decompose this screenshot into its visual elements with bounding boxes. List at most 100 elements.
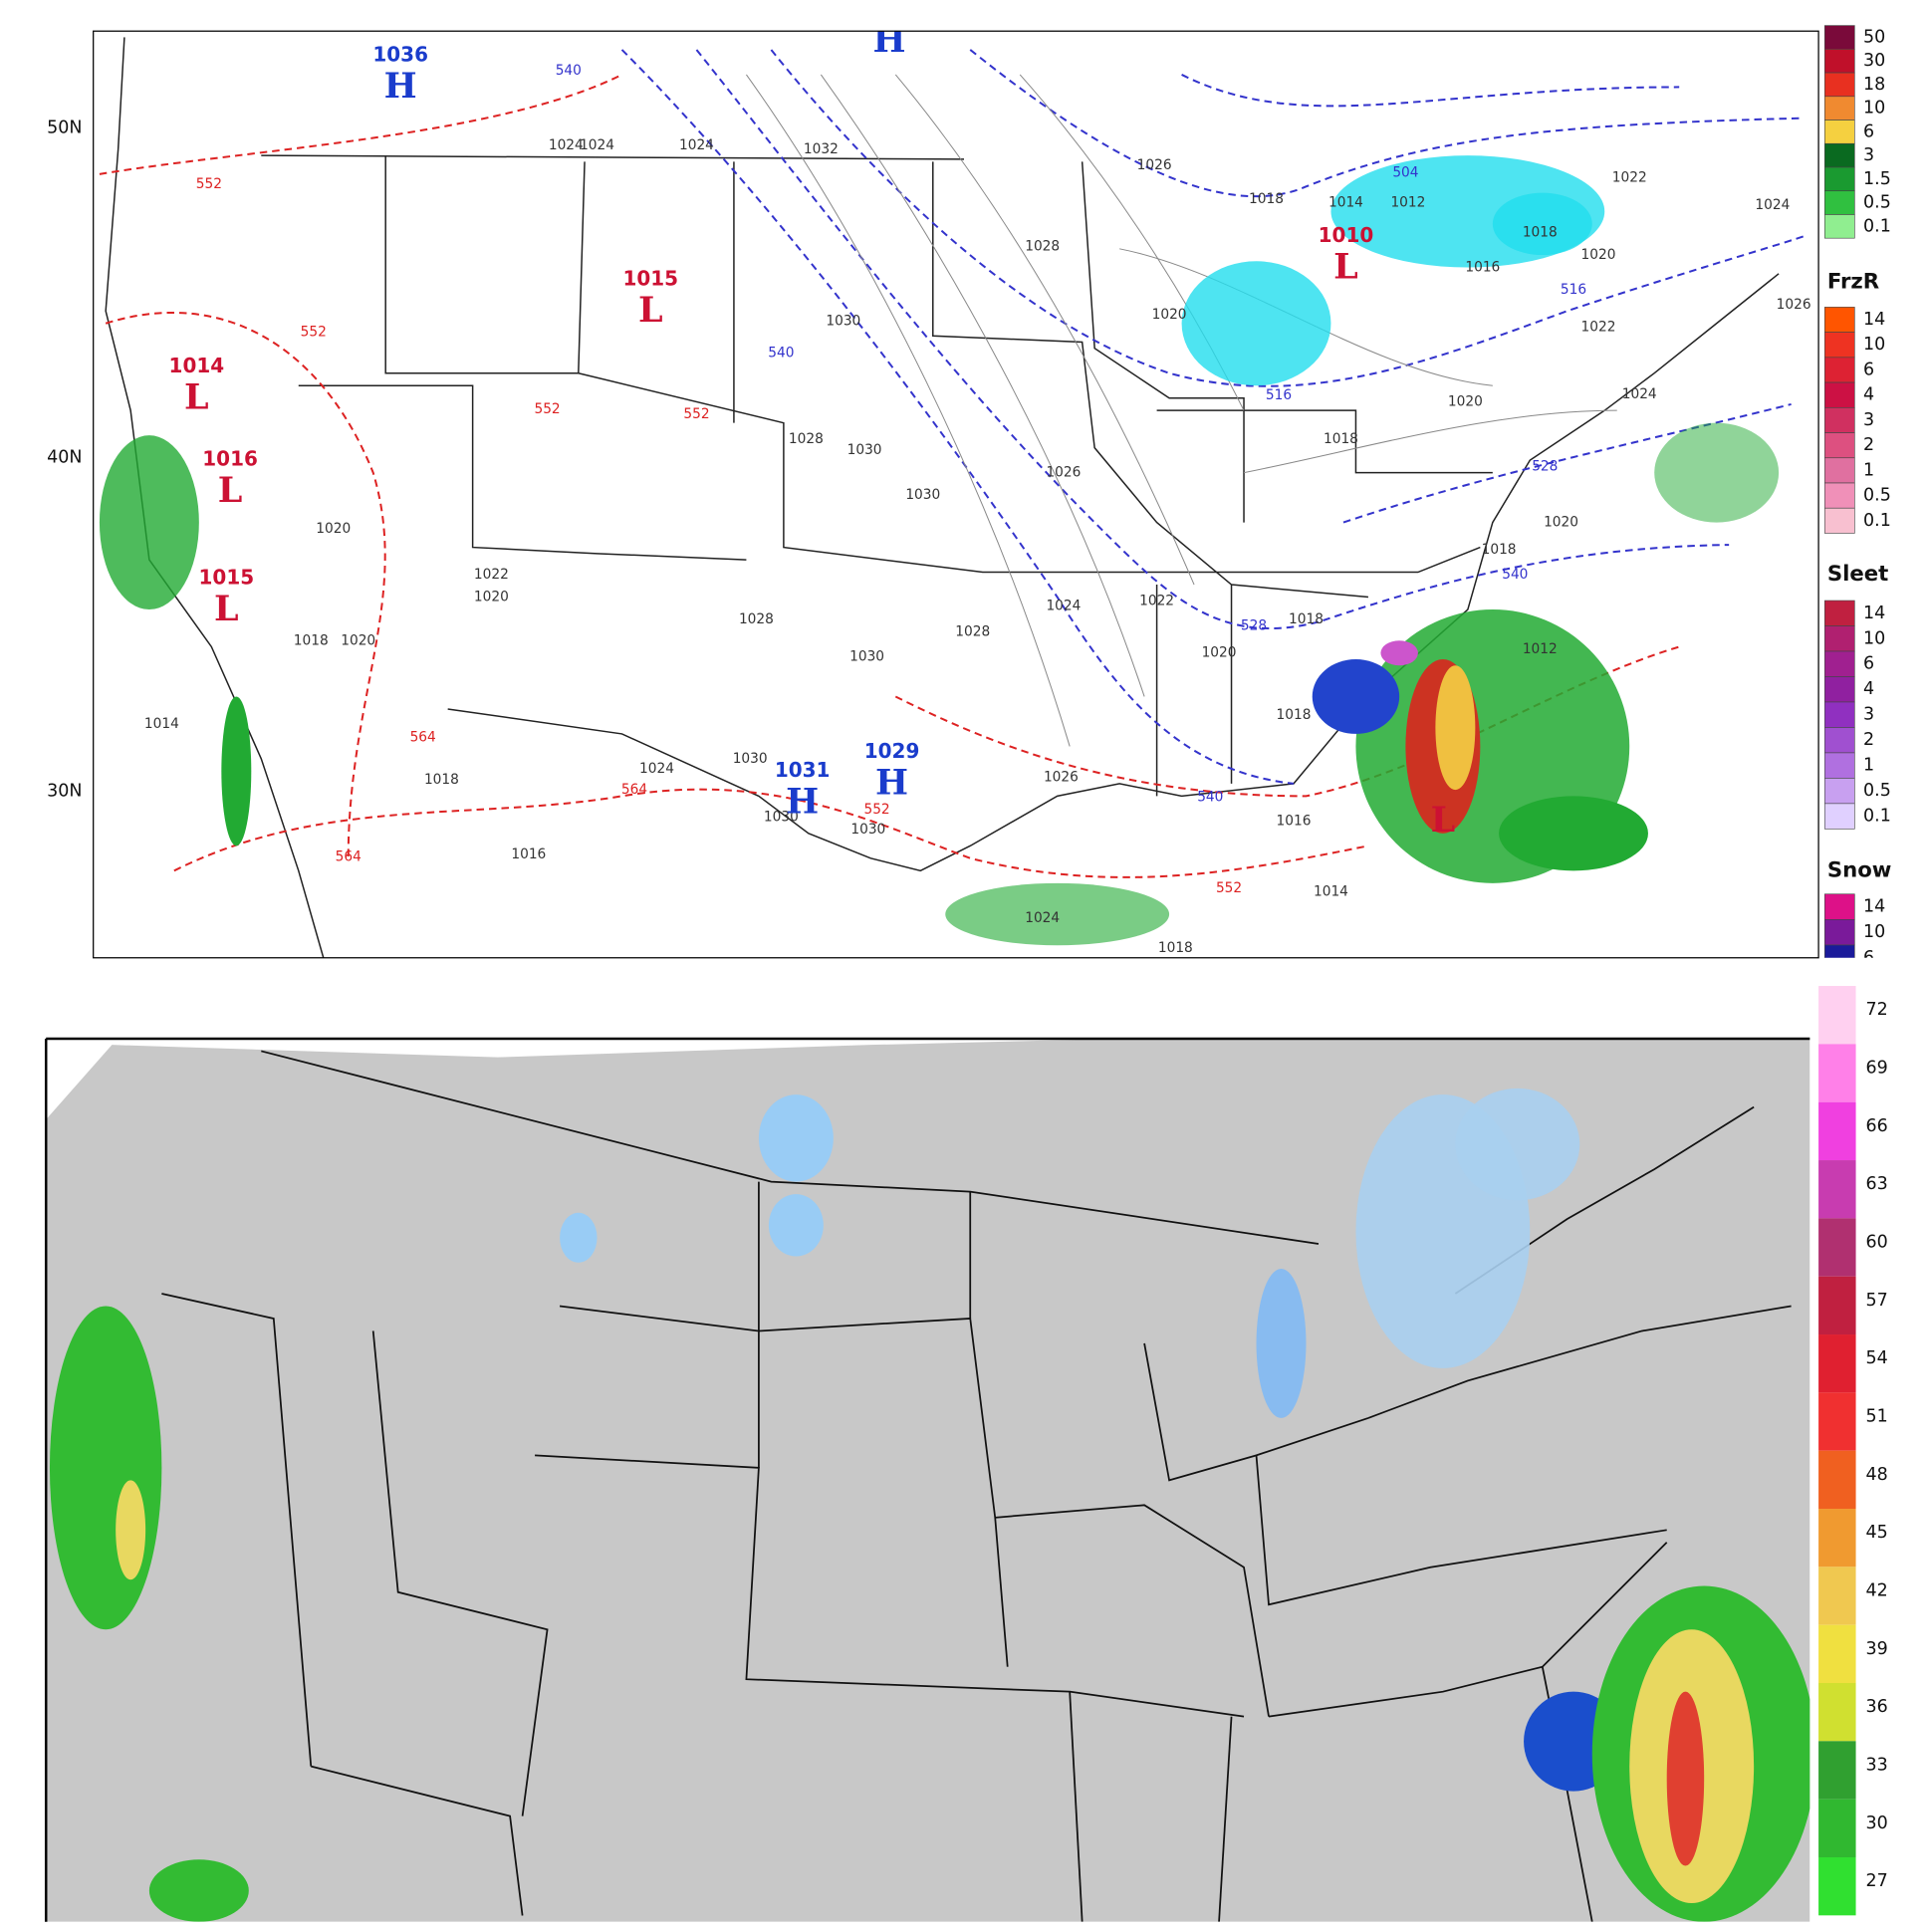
- legend-swatch: [1818, 1683, 1856, 1742]
- legend-swatch: [1818, 986, 1856, 1045]
- legend-swatch: [1824, 307, 1855, 333]
- legend-value: 6: [1863, 360, 1874, 379]
- isobar-label: 1022: [1581, 319, 1616, 335]
- isobar-label: 1020: [316, 521, 351, 537]
- legend-swatch: [1824, 25, 1855, 50]
- isobar-label: 1016: [1465, 260, 1500, 276]
- legend-swatch: [1818, 1741, 1856, 1800]
- legend-swatch: [1824, 457, 1855, 484]
- isobar-label: 1030: [905, 487, 940, 503]
- isobar-label: 1030: [764, 810, 799, 826]
- legend-value: 0.5: [1863, 193, 1891, 213]
- lat-label: 30N: [47, 781, 82, 801]
- isobar-label: 1018: [1289, 611, 1324, 627]
- legend-title: Sleet: [1827, 562, 1888, 587]
- legend-value: 6: [1863, 948, 1874, 968]
- legend-value: 1.5: [1863, 169, 1891, 189]
- isobar-label: 1016: [511, 846, 546, 862]
- legend-value: 0.5: [1863, 781, 1891, 801]
- isobar-label: 1020: [1544, 515, 1578, 531]
- thickness-label: 552: [196, 176, 222, 192]
- legend-value: 1: [1863, 460, 1874, 480]
- legend-value: 10: [1863, 922, 1885, 942]
- precip-shading: [49, 1087, 1810, 1922]
- legend-swatch: [1824, 650, 1855, 677]
- legend-value: 3: [1863, 145, 1874, 165]
- isobar-label: 1018: [1324, 431, 1358, 447]
- isobar-label: 1018: [1523, 225, 1558, 241]
- isobar-label: 1030: [826, 313, 860, 329]
- legend-value: 1: [1863, 756, 1874, 776]
- isobar-label: 1012: [1523, 641, 1558, 657]
- low-symbol: L: [184, 376, 209, 417]
- thickness-label: 564: [336, 849, 362, 865]
- legend-swatch: [1824, 96, 1855, 121]
- legend-swatch: [1818, 1392, 1856, 1451]
- isobar-label: 1026: [1137, 157, 1172, 173]
- legend-swatch: [1824, 944, 1855, 958]
- isobar-label: 1018: [1158, 940, 1193, 956]
- isobar-label: 1028: [789, 431, 824, 447]
- legend-swatch: [1824, 701, 1855, 728]
- isobar-label: 1030: [733, 751, 768, 767]
- thickness-label: 552: [683, 406, 709, 422]
- legend-swatch: [1824, 190, 1855, 215]
- legend-value: 60: [1866, 1233, 1888, 1253]
- legend-value: 4: [1863, 679, 1874, 699]
- isobar-label: 1020: [1581, 247, 1616, 263]
- legend-value: 3: [1863, 705, 1874, 725]
- isobar-label: 1022: [1612, 170, 1647, 186]
- legend-value: 14: [1863, 604, 1885, 623]
- top-frame: [93, 30, 1819, 959]
- thickness-label: 528: [1532, 458, 1558, 474]
- isobar-label: 1028: [955, 624, 990, 640]
- legend-value: 10: [1863, 335, 1885, 355]
- isobar-label: 1018: [294, 632, 329, 648]
- isobar-label: 1024: [1755, 197, 1790, 213]
- isobar-label: 1020: [474, 590, 509, 605]
- legend-value: 2: [1863, 730, 1874, 750]
- legend-value: 48: [1866, 1465, 1888, 1485]
- legend-value: 4: [1863, 385, 1874, 405]
- isobar-label: 1024: [549, 137, 584, 153]
- isobar-label: 1026: [1046, 465, 1081, 481]
- isobar-label: 1026: [1777, 297, 1811, 313]
- isobar-label: 1014: [1314, 884, 1348, 900]
- bottom-map: [46, 1038, 1810, 1922]
- legend-value: 72: [1866, 1000, 1888, 1020]
- thickness-label: 540: [1197, 790, 1223, 806]
- legend-swatch: [1824, 142, 1855, 168]
- low-value: 1015: [199, 565, 255, 589]
- legend-value: 0.5: [1863, 486, 1891, 506]
- legend-swatch: [1818, 1450, 1856, 1510]
- legend-swatch: [1824, 357, 1855, 383]
- top-legend: 50301810631.50.50.1FrzR1410643210.50.1Sl…: [1824, 25, 1891, 968]
- legend-swatch: [1818, 1218, 1856, 1277]
- thickness-label: 504: [1392, 165, 1418, 181]
- low-value: 1016: [202, 447, 258, 471]
- legend-value: 30: [1863, 51, 1885, 71]
- legend-swatch: [1824, 432, 1855, 459]
- legend-value: 27: [1866, 1871, 1888, 1891]
- isobar-label: 1018: [1482, 542, 1517, 558]
- low-symbol: L: [638, 290, 663, 331]
- legend-value: 45: [1866, 1523, 1888, 1543]
- legend-value: 50: [1863, 27, 1885, 47]
- legend-swatch: [1824, 49, 1855, 74]
- legend-swatch: [1824, 919, 1855, 946]
- isobar-label: 1020: [1152, 307, 1187, 323]
- legend-swatch: [1824, 482, 1855, 509]
- legend-swatch: [1824, 778, 1855, 805]
- legend-swatch: [1818, 1101, 1856, 1161]
- legend-value: 51: [1866, 1407, 1888, 1427]
- high-symbol: H: [384, 66, 417, 107]
- low-value: 1010: [1319, 223, 1374, 247]
- isobar-label: 1024: [1622, 386, 1657, 402]
- thickness-label: 564: [621, 782, 647, 798]
- isobar-label: 1032: [804, 141, 839, 157]
- thickness-label: 540: [1502, 567, 1528, 583]
- legend-value: 3: [1863, 410, 1874, 430]
